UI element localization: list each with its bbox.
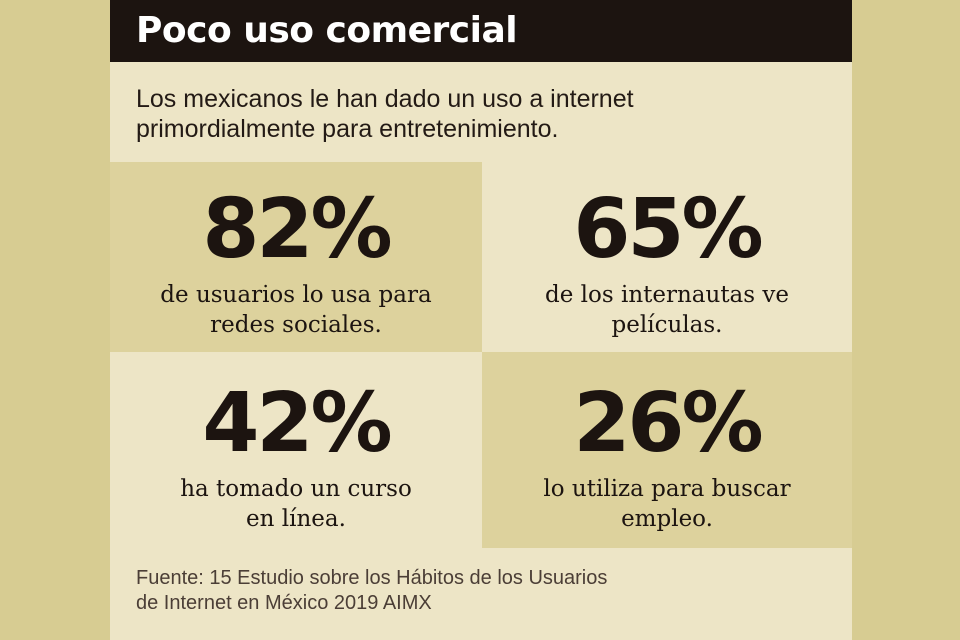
stat-description: ha tomado un curso en línea. [110, 474, 482, 534]
source-line-1: Fuente: 15 Estudio sobre los Hábitos de … [136, 567, 608, 589]
stat-description-line-1: de los internautas ve [545, 282, 789, 308]
stat-value: 26% [573, 376, 763, 471]
stat-description: lo utiliza para buscar empleo. [482, 474, 852, 534]
stat-description-line-1: de usuarios lo usa para [160, 282, 432, 308]
stat-movies: 65% de los internautas ve películas. [482, 162, 852, 352]
stat-description-line-2: en línea. [246, 506, 346, 532]
title-bar: Poco uso comercial [110, 0, 852, 62]
intro-line-1: Los mexicanos le han dado un uso a inter… [136, 85, 634, 113]
stat-value: 82% [202, 182, 392, 277]
stat-value: 65% [573, 182, 763, 277]
stat-value: 42% [202, 376, 392, 471]
right-background-panel [852, 0, 960, 640]
infographic-card: Poco uso comercial Los mexicanos le han … [110, 0, 852, 640]
source-note: Fuente: 15 Estudio sobre los Hábitos de … [136, 566, 816, 616]
intro-line-2: primordialmente para entretenimiento. [136, 115, 559, 143]
stat-description-line-2: redes sociales. [210, 312, 382, 338]
stat-job-search: 26% lo utiliza para buscar empleo. [482, 352, 852, 548]
stat-social-networks: 82% de usuarios lo usa para redes social… [110, 162, 482, 352]
intro-text: Los mexicanos le han dado un uso a inter… [136, 84, 816, 144]
infographic-title: Poco uso comercial [136, 10, 518, 51]
left-background-panel [0, 0, 110, 640]
stat-description: de los internautas ve películas. [482, 280, 852, 340]
stat-description-line-1: ha tomado un curso [180, 476, 412, 502]
stat-description-line-2: películas. [611, 312, 723, 338]
stat-description-line-2: empleo. [621, 506, 713, 532]
stat-description: de usuarios lo usa para redes sociales. [110, 280, 482, 340]
stat-description-line-1: lo utiliza para buscar [543, 476, 791, 502]
source-line-2: de Internet en México 2019 AIMX [136, 592, 432, 614]
stat-online-course: 42% ha tomado un curso en línea. [110, 352, 482, 548]
